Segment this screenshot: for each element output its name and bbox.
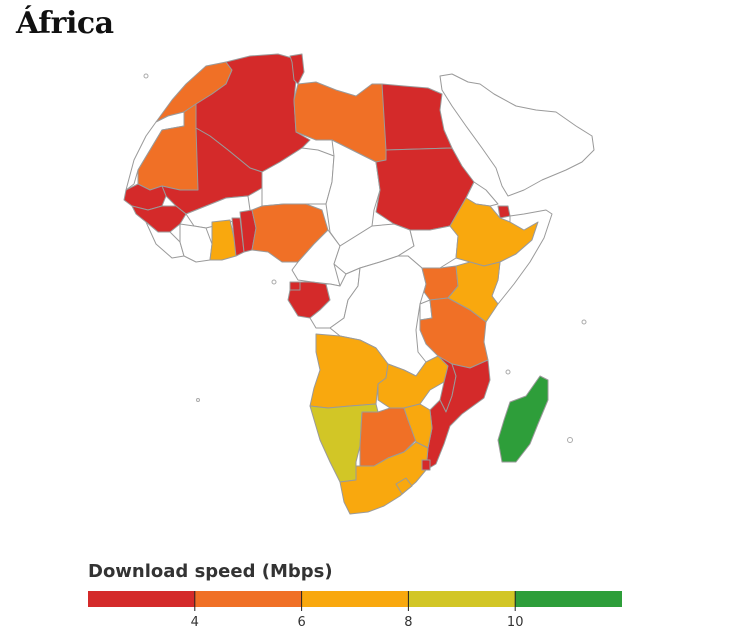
legend-bin-1 xyxy=(194,591,302,607)
island-marker xyxy=(581,319,587,325)
region-eswatini[interactable] xyxy=(421,459,431,471)
region-equatorial-guinea[interactable] xyxy=(289,281,301,291)
region-zambia[interactable] xyxy=(377,355,449,409)
island-marker xyxy=(196,398,200,402)
legend-tick-label: 8 xyxy=(404,615,412,630)
region-kenya[interactable] xyxy=(447,261,501,323)
africa-map xyxy=(123,53,595,515)
region-senegal[interactable] xyxy=(123,183,167,211)
legend-bin-4 xyxy=(515,591,622,607)
region-togo[interactable] xyxy=(231,217,245,257)
region-mozambique[interactable] xyxy=(425,359,491,471)
region-guinea[interactable] xyxy=(131,205,187,233)
legend-tick-label: 6 xyxy=(297,615,305,630)
region-arabian-peninsula[interactable] xyxy=(439,73,595,197)
region-south-africa[interactable] xyxy=(339,441,429,515)
region-botswana[interactable] xyxy=(359,407,421,467)
legend-title: Download speed (Mbps) xyxy=(88,561,333,582)
color-legend: 4 6 8 10 xyxy=(88,591,622,630)
island-marker xyxy=(143,73,149,79)
legend-bin-3 xyxy=(408,591,516,607)
region-lesotho[interactable] xyxy=(395,477,413,495)
legend-bin-0 xyxy=(88,591,195,607)
region-ivory-coast[interactable] xyxy=(179,223,213,263)
region-ghana[interactable] xyxy=(209,219,237,261)
legend-tick-label: 4 xyxy=(191,615,199,630)
island-marker xyxy=(271,279,277,285)
island-marker xyxy=(567,437,573,443)
legend-tick-label: 10 xyxy=(507,615,524,630)
region-djibouti[interactable] xyxy=(497,205,511,219)
island-marker xyxy=(505,369,511,375)
region-zimbabwe[interactable] xyxy=(403,403,433,449)
region-madagascar[interactable] xyxy=(497,375,549,463)
region-egypt[interactable] xyxy=(381,83,453,151)
legend-bin-2 xyxy=(301,591,409,607)
map-title: África xyxy=(16,6,114,41)
